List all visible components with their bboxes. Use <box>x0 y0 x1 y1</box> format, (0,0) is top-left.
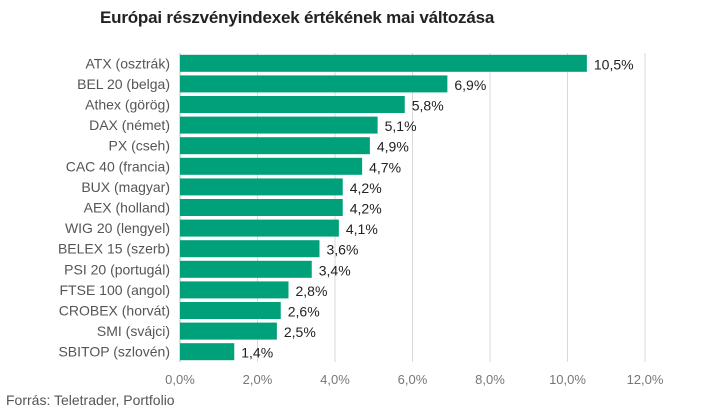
category-label: PSI 20 (portugál) <box>64 261 170 277</box>
category-label: SBITOP (szlovén) <box>58 344 170 360</box>
bar <box>180 219 339 237</box>
value-label: 5,1% <box>385 118 417 134</box>
value-label: 4,2% <box>350 201 382 217</box>
category-label: AEX (holland) <box>84 200 170 216</box>
category-label: FTSE 100 (angol) <box>60 282 171 298</box>
bar <box>180 54 587 72</box>
bar <box>180 260 312 278</box>
category-label: PX (cseh) <box>109 138 170 154</box>
category-label: ATX (osztrák) <box>85 55 170 71</box>
bar-layer <box>180 54 587 361</box>
x-tick-label: 2,0% <box>243 372 273 387</box>
x-tick-label: 6,0% <box>398 372 428 387</box>
x-tick-label: 4,0% <box>320 372 350 387</box>
bar <box>180 96 405 113</box>
category-label: BUX (magyar) <box>81 179 170 195</box>
category-label: CAC 40 (francia) <box>66 158 170 174</box>
bar <box>180 157 363 175</box>
category-label: DAX (német) <box>89 117 170 133</box>
x-tick-label: 12,0% <box>627 372 664 387</box>
bar <box>180 75 448 93</box>
value-label: 2,5% <box>284 324 316 340</box>
bar <box>180 343 235 361</box>
value-label: 4,1% <box>346 221 378 237</box>
category-label: CROBEX (horvát) <box>59 303 170 319</box>
value-label: 2,8% <box>296 283 328 299</box>
x-tick-label: 8,0% <box>475 372 505 387</box>
category-label: BELEX 15 (szerb) <box>58 241 170 257</box>
category-label: WIG 20 (lengyel) <box>65 220 170 236</box>
x-tick-label: 10,0% <box>549 372 586 387</box>
value-label: 3,6% <box>327 242 359 258</box>
value-label: 2,6% <box>288 304 320 320</box>
bar <box>180 302 281 319</box>
value-label: 4,2% <box>350 180 382 196</box>
value-label: 3,4% <box>319 262 351 278</box>
source-note: Forrás: Teletrader, Portfolio <box>6 392 175 408</box>
bar <box>180 199 343 216</box>
x-tick-label: 0,0% <box>165 372 195 387</box>
value-label: 4,7% <box>369 159 401 175</box>
value-label: 6,9% <box>454 77 486 93</box>
value-label: 4,9% <box>377 139 409 155</box>
bar <box>180 137 370 155</box>
bar <box>180 178 343 196</box>
bar <box>180 281 289 299</box>
category-label: SMI (svájci) <box>97 323 170 339</box>
category-label: BEL 20 (belga) <box>77 76 170 92</box>
bar <box>180 116 378 134</box>
category-label: Athex (görög) <box>85 97 170 113</box>
value-label: 5,8% <box>412 98 444 114</box>
bar <box>180 240 320 258</box>
value-label: 10,5% <box>594 56 634 72</box>
chart-title: Európai részvényindexek értékének mai vá… <box>100 8 495 27</box>
label-layer: 0,0% 2,0% 4,0% 6,0% 8,0% 10,0% 12,0% ATX (osztr… <box>58 55 664 387</box>
value-label: 1,4% <box>241 345 273 361</box>
bar <box>180 322 277 340</box>
